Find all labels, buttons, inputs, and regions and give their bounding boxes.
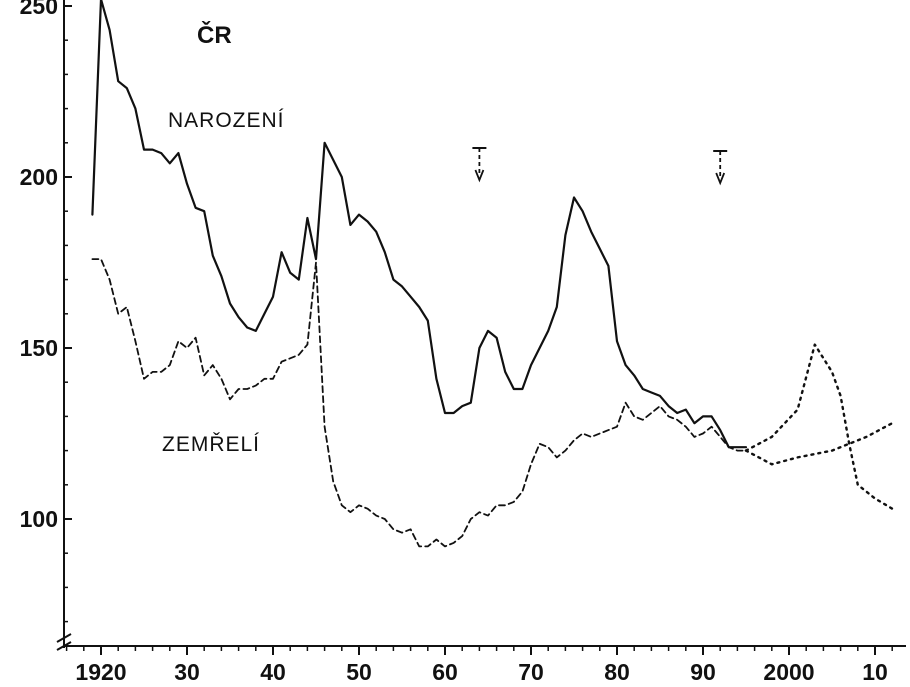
- x-tick-label: 70: [518, 659, 544, 685]
- series-label-zemreli: ZEMŘELÍ: [162, 433, 260, 456]
- x-tick-label: 60: [432, 659, 458, 685]
- y-tick-label: 250: [20, 0, 58, 19]
- x-tick-label: 30: [174, 659, 200, 685]
- chart-title: ČR: [197, 21, 232, 49]
- x-tick-label: 10: [862, 659, 888, 685]
- ticks: 100 150 200 250 1920 30 40 50 60 70 80 90 2000 10: [20, 0, 893, 685]
- x-tick-label: 50: [346, 659, 372, 685]
- annotation-layer: [472, 147, 728, 186]
- axis-break-mark: [56, 633, 72, 651]
- series-line-2: [744, 343, 894, 510]
- y-tick-label: 200: [20, 164, 58, 190]
- x-tick-label: 80: [604, 659, 630, 685]
- down-arrow-icon: [472, 147, 487, 183]
- series-label-narozeni: NAROZENÍ: [168, 109, 285, 132]
- series-line-3: [744, 422, 894, 466]
- series-line-0: [91, 0, 748, 449]
- y-tick-label: 100: [20, 506, 58, 532]
- series-line-1: [91, 258, 747, 548]
- x-tick-label: 1920: [75, 659, 126, 685]
- y-tick-label: 150: [20, 335, 58, 361]
- down-arrow-icon: [713, 150, 728, 186]
- x-tick-label: 90: [690, 659, 716, 685]
- series-layer: [91, 0, 894, 548]
- x-tick-label: 40: [260, 659, 286, 685]
- x-tick-label: 2000: [763, 659, 814, 685]
